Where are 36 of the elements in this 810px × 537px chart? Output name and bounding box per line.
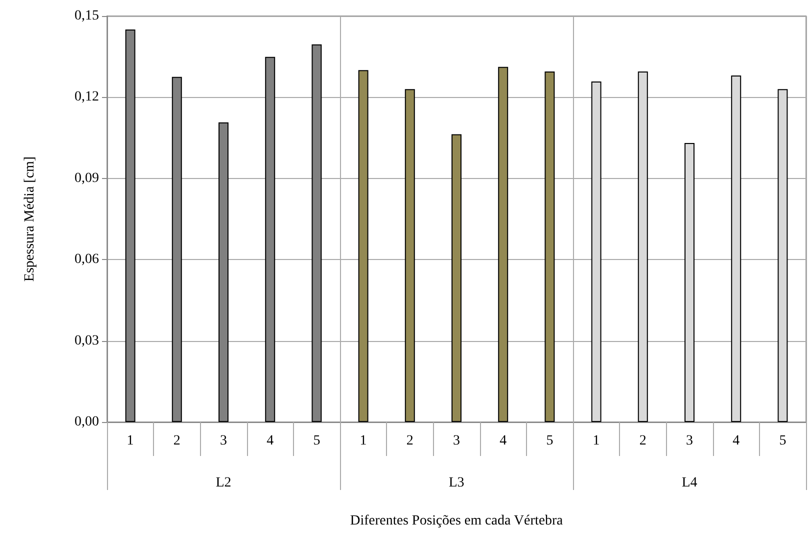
x-tick-label: 3 (453, 434, 460, 448)
bar (778, 89, 788, 422)
y-tick-label: 0,06 (74, 252, 99, 268)
x-tick-label: 2 (173, 434, 180, 448)
bar (638, 71, 648, 422)
bar (731, 76, 742, 422)
bar (404, 89, 415, 422)
bar (544, 71, 555, 422)
x-tick-label: 3 (686, 434, 693, 448)
bar (591, 82, 602, 422)
y-tick-label: 0,09 (74, 170, 99, 186)
text: L3 (448, 476, 464, 490)
x-tick-label: 4 (500, 434, 507, 448)
y-tick-label: 0,03 (74, 333, 99, 348)
bar (498, 66, 508, 422)
x-tick-label: 3 (220, 434, 227, 448)
x-tick-label: 5 (546, 434, 554, 448)
bar (358, 70, 368, 422)
x-tick-label: 1 (360, 434, 367, 448)
bar (684, 142, 694, 422)
x-tick-label: 1 (592, 434, 600, 448)
y-tick-label: 0,15 (74, 8, 99, 24)
x-tick-label: 5 (313, 434, 320, 448)
x-tick-label: 2 (406, 434, 414, 448)
x-tick-label: 5 (779, 434, 786, 448)
y-tick-label: 0,00 (74, 414, 99, 430)
bar (452, 134, 462, 422)
y-axis-title: Espessura Média [cm] (22, 156, 38, 282)
text: L4 (682, 476, 698, 490)
x-tick-label: 2 (639, 434, 646, 448)
text: L2 (216, 476, 232, 490)
x-tick-label: 1 (126, 434, 134, 448)
x-axis-title: Diferentes Posições em cada Vértebra (350, 514, 564, 528)
x-tick-label: 4 (266, 434, 274, 448)
y-tick-label: 0,12 (74, 90, 99, 105)
x-tick-label: 4 (732, 434, 740, 448)
